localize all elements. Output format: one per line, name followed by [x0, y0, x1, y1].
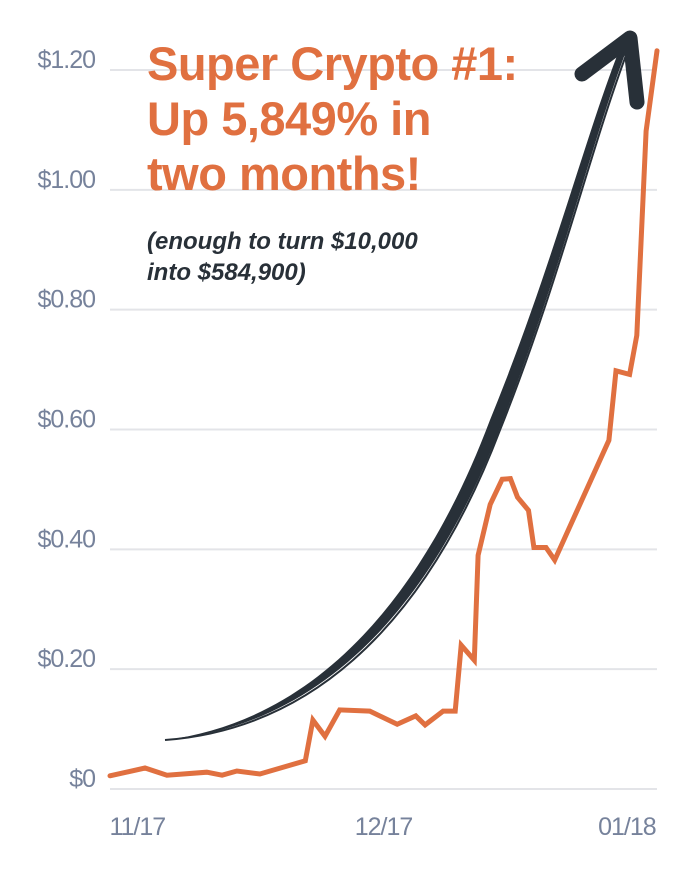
- subheadline-line-2: into $584,900): [147, 259, 306, 286]
- y-tick-label: $1.00: [37, 166, 95, 194]
- subheadline-line-1: (enough to turn $10,000: [147, 228, 418, 255]
- y-tick-label: $1.20: [37, 46, 95, 74]
- x-tick-label: 11/17: [109, 813, 165, 841]
- y-tick-label: $0.60: [37, 406, 95, 434]
- x-tick-label: 12/17: [355, 813, 413, 841]
- growth-arrow: [164, 30, 645, 741]
- arrow-head-icon: [574, 30, 645, 110]
- headline-line-1: Super Crypto #1:: [147, 37, 518, 90]
- series-layer: [107, 48, 660, 779]
- growth-arrow-body: [165, 46, 628, 740]
- y-tick-label: $0.20: [37, 645, 95, 673]
- y-tick-label: $0.80: [37, 286, 95, 314]
- y-tick-label: $0: [69, 765, 95, 793]
- grid-lines: [110, 69, 657, 790]
- chart-headline: Super Crypto #1: Up 5,849% in two months…: [147, 36, 518, 201]
- headline-line-3: two months!: [147, 147, 421, 200]
- y-tick-label: $0.40: [37, 525, 95, 553]
- y-axis-ticks: $0 $0.20 $0.40 $0.60 $0.80 $1.00 $1.20: [37, 46, 96, 793]
- x-axis-ticks: 11/17 12/17 01/18: [109, 813, 656, 841]
- headline-line-2: Up 5,849% in: [147, 92, 431, 145]
- growth-arrow-shaft: [164, 49, 629, 741]
- chart-subheadline: (enough to turn $10,000 into $584,900): [147, 226, 418, 288]
- x-tick-label: 01/18: [598, 813, 656, 841]
- price-series-line: [107, 48, 660, 779]
